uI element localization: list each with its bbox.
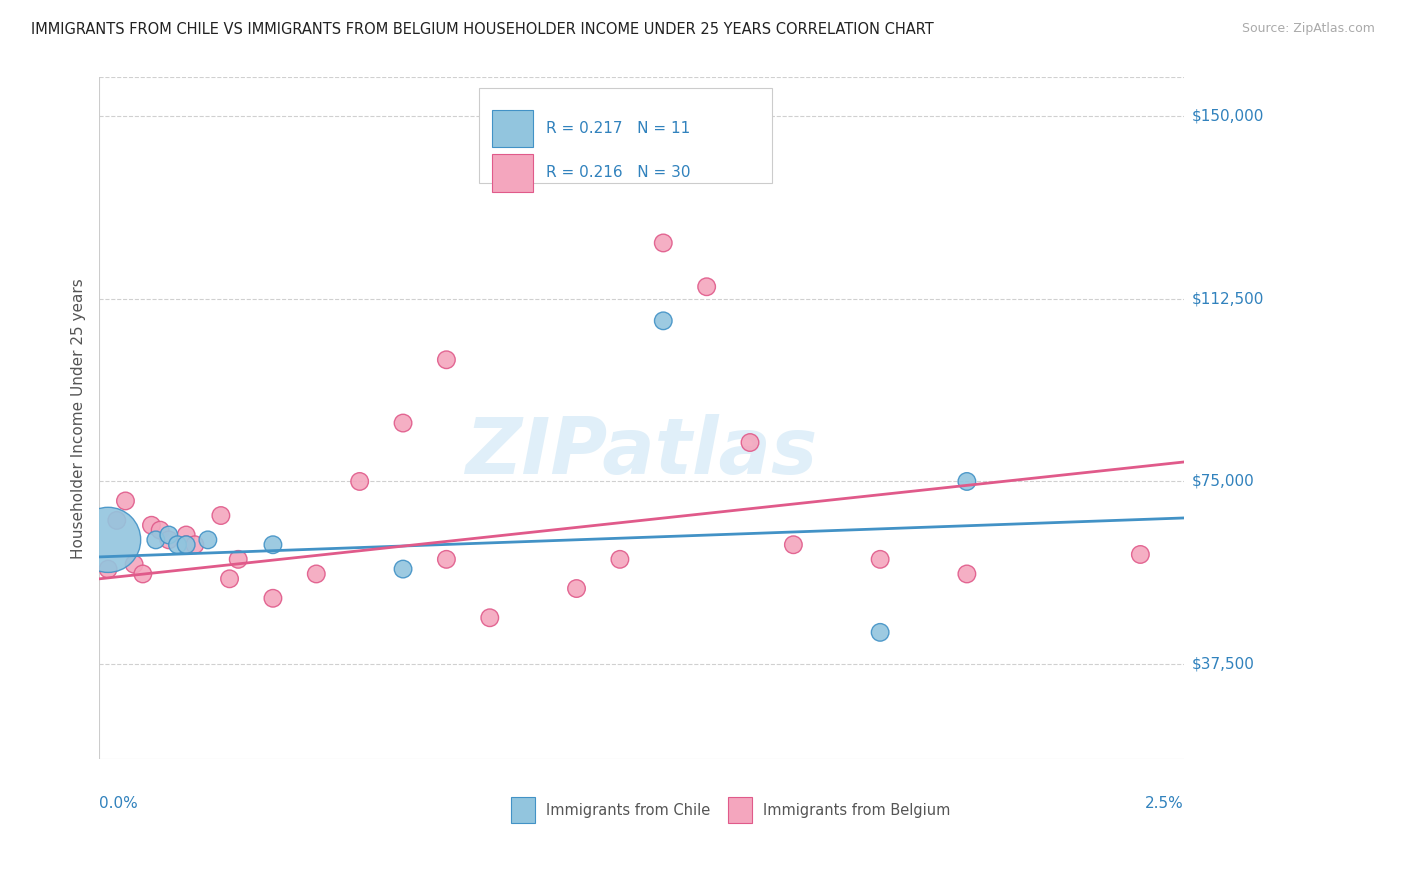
Point bbox=[122, 558, 145, 572]
Point bbox=[305, 566, 328, 581]
Y-axis label: Householder Income Under 25 years: Householder Income Under 25 years bbox=[72, 277, 86, 558]
Point bbox=[738, 435, 761, 450]
Text: Immigrants from Belgium: Immigrants from Belgium bbox=[763, 803, 950, 818]
Point bbox=[869, 552, 891, 566]
Point bbox=[132, 566, 155, 581]
FancyBboxPatch shape bbox=[728, 797, 752, 823]
Point bbox=[184, 538, 207, 552]
Text: 0.0%: 0.0% bbox=[100, 797, 138, 812]
Point bbox=[782, 538, 804, 552]
Point bbox=[436, 552, 458, 566]
Text: $150,000: $150,000 bbox=[1192, 109, 1264, 124]
Point bbox=[97, 533, 120, 547]
Text: $112,500: $112,500 bbox=[1192, 292, 1264, 307]
Text: Immigrants from Chile: Immigrants from Chile bbox=[546, 803, 710, 818]
Point bbox=[436, 352, 458, 367]
Point bbox=[209, 508, 232, 523]
Point bbox=[478, 611, 501, 625]
Point bbox=[262, 538, 284, 552]
Text: R = 0.217   N = 11: R = 0.217 N = 11 bbox=[546, 121, 690, 136]
Point bbox=[174, 528, 197, 542]
Point bbox=[349, 475, 371, 489]
Point bbox=[97, 562, 120, 576]
Point bbox=[262, 591, 284, 606]
Point bbox=[392, 562, 415, 576]
FancyBboxPatch shape bbox=[492, 154, 533, 192]
Point bbox=[174, 538, 197, 552]
Point bbox=[652, 314, 675, 328]
Point bbox=[141, 518, 163, 533]
Text: IMMIGRANTS FROM CHILE VS IMMIGRANTS FROM BELGIUM HOUSEHOLDER INCOME UNDER 25 YEA: IMMIGRANTS FROM CHILE VS IMMIGRANTS FROM… bbox=[31, 22, 934, 37]
Point bbox=[174, 538, 197, 552]
FancyBboxPatch shape bbox=[512, 797, 536, 823]
Point bbox=[392, 416, 415, 430]
Point bbox=[226, 552, 249, 566]
Text: 2.5%: 2.5% bbox=[1144, 797, 1184, 812]
FancyBboxPatch shape bbox=[479, 87, 772, 183]
Text: ZIPatlas: ZIPatlas bbox=[465, 414, 818, 491]
Text: $75,000: $75,000 bbox=[1192, 474, 1254, 489]
Point bbox=[609, 552, 631, 566]
Point bbox=[956, 475, 979, 489]
Point bbox=[956, 566, 979, 581]
Text: R = 0.216   N = 30: R = 0.216 N = 30 bbox=[546, 165, 690, 180]
Point bbox=[869, 625, 891, 640]
Point bbox=[114, 494, 136, 508]
Point bbox=[565, 582, 588, 596]
Point bbox=[157, 528, 180, 542]
Point bbox=[1129, 548, 1152, 562]
Point bbox=[218, 572, 240, 586]
Point bbox=[105, 513, 128, 527]
Point bbox=[149, 523, 172, 537]
Text: $37,500: $37,500 bbox=[1192, 657, 1256, 672]
FancyBboxPatch shape bbox=[492, 110, 533, 147]
Point bbox=[166, 538, 188, 552]
Point bbox=[652, 235, 675, 250]
Point bbox=[197, 533, 219, 547]
Point bbox=[145, 533, 167, 547]
Point bbox=[696, 279, 718, 293]
Point bbox=[157, 533, 180, 547]
Text: Source: ZipAtlas.com: Source: ZipAtlas.com bbox=[1241, 22, 1375, 36]
